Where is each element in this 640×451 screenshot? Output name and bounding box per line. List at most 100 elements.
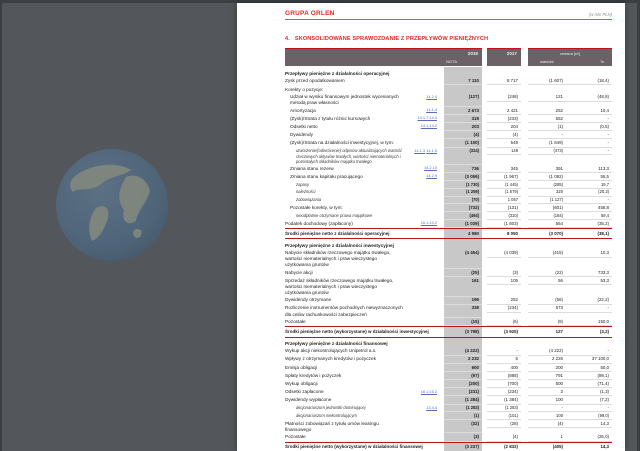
cell-2017: (28) <box>487 420 521 429</box>
row-label: Wykup akcji niekontrolujących Unipetrol … <box>285 348 377 354</box>
cell-2017 <box>487 85 521 86</box>
nota-link[interactable]: 14.2.10 <box>424 165 437 171</box>
nota-cell <box>406 380 438 381</box>
cell-2018: (70) <box>444 196 482 205</box>
nota-link[interactable]: 14.2.4 <box>426 93 437 99</box>
cell-2017: 6 <box>487 356 521 364</box>
cell-change-percent: - <box>566 348 612 356</box>
nota-cell: 14.1.7;14.4 <box>406 115 438 121</box>
row-label: Środki pieniężne netto z działalności op… <box>285 230 390 236</box>
cell-change-value: (473) <box>528 148 566 156</box>
nota-link[interactable]: 14.2.9 <box>426 173 437 179</box>
cell-change-percent: 458,8 <box>566 204 612 213</box>
cell-change-percent: - <box>566 131 612 140</box>
nota-cell: 14.2.10 <box>406 165 438 171</box>
table-row: (Zysk)/Strata na działalności inwestycyj… <box>285 139 612 148</box>
table-row: Udział w wyniku finansowym jednostek wyc… <box>285 93 612 107</box>
cell-change-value: (3 070) <box>549 230 563 236</box>
table-row: Sprzedaż składników rzeczowego majątku t… <box>285 277 612 297</box>
cell-2017: 149 <box>487 148 521 156</box>
header-block-current-year: 2018 NOTA <box>285 48 482 66</box>
cell-change-value: 564 <box>528 220 566 229</box>
nota-link[interactable]: 14.1.7;14.4 <box>417 115 437 121</box>
row-label: Środki pieniężne netto (wykorzystane) w … <box>285 444 423 450</box>
cell-2018: (1 259) <box>444 188 482 197</box>
cell-2018: (25) <box>444 269 482 278</box>
window-right-edge <box>637 0 640 451</box>
row-label: Wykup obligacji <box>285 380 318 386</box>
cell-change-value: 252 <box>528 107 566 116</box>
row-label: Spłaty kredytów i pożyczek <box>285 372 342 378</box>
row-label: nieodpłatnie otrzymane prawa majątkowe <box>296 213 373 218</box>
cell-2018: 203 <box>444 123 482 132</box>
cell-change-value: 3 <box>528 388 566 397</box>
cell-change-percent: (3,2) <box>599 328 609 334</box>
table-row: Pozostałe (15) (6) (9) 150,0 <box>285 318 612 327</box>
nota-link[interactable]: 16.1;15.2 <box>420 388 437 394</box>
cell-2018: 2 232 <box>444 355 482 364</box>
cell-2018: (1 283) <box>444 404 482 413</box>
nota-link[interactable]: 14.1.3 <box>414 147 426 153</box>
row-label: Podatek dochodowy (zapłacony) <box>285 220 353 226</box>
table-row: Dywidendy wypłacone (1 284) (1 384) 100 (7,2… <box>285 396 612 405</box>
cell-2018: (200) <box>444 380 482 389</box>
nota-cell <box>406 277 438 278</box>
cell-change-value: 1 <box>528 433 566 442</box>
cell-2018: 7 110 <box>444 77 482 86</box>
cell-change-percent: 150,0 <box>566 318 612 327</box>
row-label: (Zysk)/Strata z tytułu różnic kursowych <box>290 115 371 121</box>
table-row: akcjonariuszom niekontrolującym (1) (101) 1… <box>285 412 612 420</box>
cell-change-value: 573 <box>528 305 566 313</box>
cell-2017: (248) <box>487 94 521 102</box>
row-label: Nabycie składników rzeczowego majątku tr… <box>285 250 391 268</box>
cell-change-percent: (1,3) <box>566 388 612 397</box>
cell-2018: (4 454) <box>444 249 482 270</box>
cell-2018: (3 237) <box>444 442 482 451</box>
cell-2018 <box>444 85 482 94</box>
table-row: akcjonariuszom jednostki dominującej 13.4… <box>285 404 612 413</box>
nota-link[interactable]: 14.1.4 <box>426 107 437 113</box>
nota-link[interactable]: 16.1;13.2 <box>420 220 437 226</box>
cell-change-percent <box>566 338 612 339</box>
nota-link[interactable]: 14.1;14.2 <box>420 123 437 129</box>
nota-cell: 14.1;14.2 <box>406 123 438 129</box>
cell-2018: 4 980 <box>444 229 482 239</box>
row-label: Środki pieniężne netto (wykorzystane) w … <box>285 328 429 334</box>
cell-2018: (1 730) <box>444 181 482 189</box>
cell-2018: (3 059) <box>444 173 482 182</box>
nota-cell: 14.2.9 <box>406 173 438 179</box>
cell-2018: (15) <box>444 318 482 327</box>
row-label: Odsetki zapłacone <box>285 388 324 394</box>
table-row: Wykup obligacji (200) (700) 500 (71,4) <box>285 380 612 389</box>
cell-change-value: 320 <box>528 189 566 197</box>
cell-change-percent: - <box>566 148 612 156</box>
cell-change-percent: 14,3 <box>566 420 612 429</box>
row-label: Amortyzacja <box>290 107 316 113</box>
table-row: zapasy (1 730) (1 445) (285) 19,7 <box>285 181 612 189</box>
cell-change-value: 791 <box>528 372 566 381</box>
row-label: Pozostałe korekty, w tym: <box>290 204 343 210</box>
cell-2017: (1 603) <box>487 220 521 229</box>
cell-2017: (3 925) <box>504 328 518 334</box>
row-label: Korekty o pozycje: <box>285 86 324 92</box>
cell-2017: (1 579) <box>487 189 521 197</box>
cell-change-value: (56) <box>528 297 566 305</box>
table-row: Płatności zobowiązań z tytułu umów leasi… <box>285 419 612 434</box>
table-row: nieodpłatnie otrzymane prawa majątkowe (4… <box>285 212 612 221</box>
nota-link[interactable]: 13.4.4 <box>426 404 437 410</box>
table-row: Pozostałe (3) (4) 1 (25,0) <box>285 433 612 442</box>
table-row: Odsetki netto 14.1;14.2 203 204 (1) (0,5) <box>285 123 612 132</box>
nota-cell <box>406 412 438 413</box>
row-label: Wpływy z otrzymanych kredytów i pożyczek <box>285 356 376 362</box>
cell-2018: 600 <box>444 363 482 373</box>
cell-change-value: 552 <box>528 115 566 124</box>
table-row: Środki pieniężne netto z działalności op… <box>285 228 612 240</box>
row-label: Przepływy pieniężne z działalności inwes… <box>285 242 394 248</box>
cell-change-value: 56 <box>528 277 566 286</box>
cell-change-percent: (7,2) <box>566 396 612 405</box>
table-header: 2018 NOTA 2017 zmiana [r/r] wartość % <box>285 48 612 66</box>
cell-2018 <box>444 239 482 250</box>
cell-2018: (1) <box>444 412 482 420</box>
nota-link[interactable]: 14.1.5 <box>426 147 437 153</box>
